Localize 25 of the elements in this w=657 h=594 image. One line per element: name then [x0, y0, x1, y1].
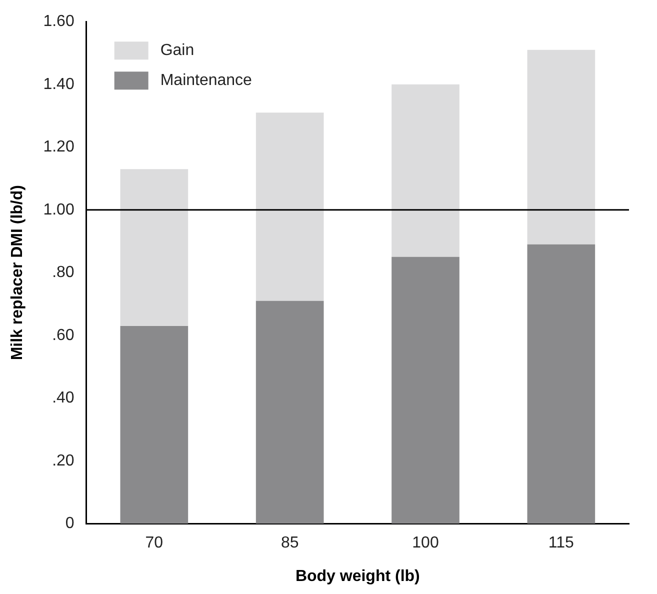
y-tick-label: 1.20	[43, 138, 74, 156]
y-tick-label: .80	[52, 264, 74, 282]
y-tick-label: .40	[52, 390, 74, 407]
y-tick-label: .20	[52, 452, 74, 470]
x-tick-label: 100	[412, 534, 439, 552]
bar	[256, 300, 324, 524]
bar	[527, 244, 596, 524]
y-tick-label: 1.40	[43, 76, 74, 93]
bar	[392, 256, 460, 524]
legend-label: Gain	[160, 42, 194, 60]
y-axis-title: Milk replacer DMI (lb/d)	[9, 185, 26, 360]
y-tick-label: 1.60	[43, 13, 74, 30]
y-tick-label: .60	[52, 326, 74, 344]
x-tick-label: 115	[548, 534, 574, 552]
bar	[120, 326, 188, 524]
bar	[392, 84, 460, 257]
x-tick-label: 85	[280, 534, 299, 552]
x-tick-label: 70	[145, 534, 164, 552]
bar	[120, 169, 188, 326]
y-tick-label: 1.00	[43, 201, 74, 218]
y-tick-label: 0	[65, 515, 74, 532]
bar	[527, 50, 596, 244]
legend-label: Maintenance	[160, 72, 252, 90]
x-axis-title: Body weight (lb)	[295, 568, 420, 585]
bar	[256, 112, 324, 301]
